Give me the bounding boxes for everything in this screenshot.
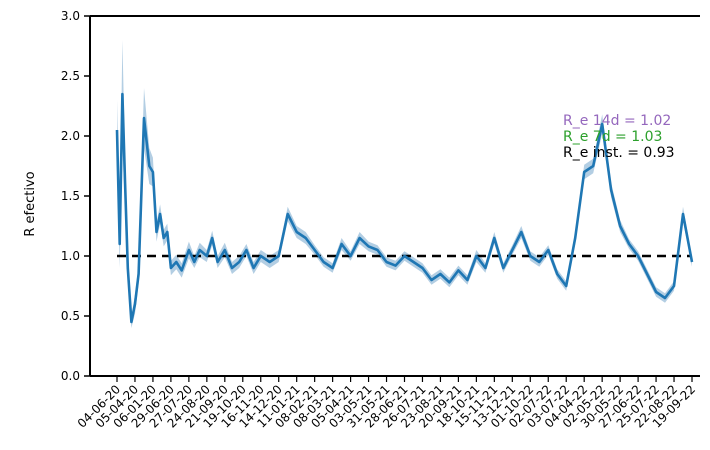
x-axis-ticks: 04-06-2005-04-2006-01-2029-06-2027-07-20…: [75, 376, 698, 431]
confidence-band: [117, 40, 692, 328]
y-tick-label: 0.0: [61, 369, 80, 383]
confidence-band-layer: [117, 40, 692, 328]
annotation-text: R_e inst. = 0.93: [563, 145, 675, 161]
y-tick-label: 0.5: [61, 309, 80, 323]
y-axis-label: R efectivo: [23, 171, 38, 236]
annotation-text: R_e 14d = 1.02: [563, 113, 671, 129]
y-tick-label: 2.5: [61, 69, 80, 83]
y-tick-label: 1.5: [61, 189, 80, 203]
annotations: R_e 14d = 1.02R_e 7d = 1.03R_e inst. = 0…: [563, 113, 675, 161]
series-line-r-efectivo: [115, 92, 694, 324]
axes: [89, 15, 700, 377]
y-tick-label: 3.0: [61, 9, 80, 23]
series-line-layer: [115, 92, 694, 324]
annotation-text: R_e 7d = 1.03: [563, 129, 662, 145]
y-axis-ticks: 0.0 0.5 1.0 1.5 2.0 2.5 3.0: [61, 9, 90, 383]
y-tick-label: 1.0: [61, 249, 80, 263]
y-tick-label: 2.0: [61, 129, 80, 143]
